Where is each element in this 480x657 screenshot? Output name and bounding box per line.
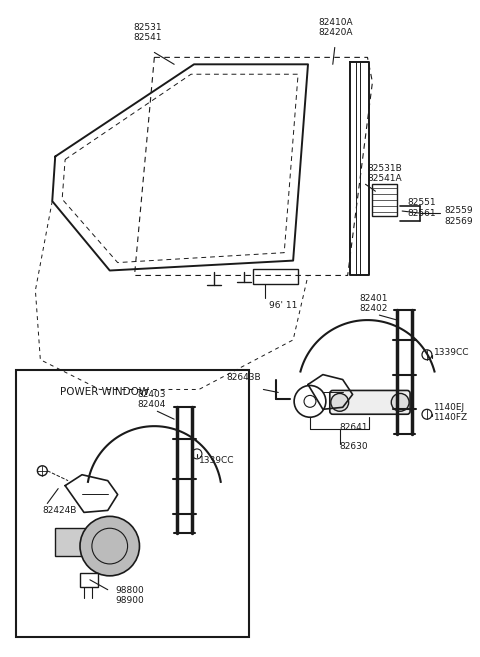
FancyBboxPatch shape: [55, 528, 110, 556]
Text: 82559
82569: 82559 82569: [445, 206, 473, 226]
Text: 82401
82402: 82401 82402: [360, 294, 388, 313]
FancyBboxPatch shape: [253, 269, 298, 284]
Text: 1339CC: 1339CC: [434, 348, 469, 357]
Text: 1140EJ
1140FZ: 1140EJ 1140FZ: [434, 403, 468, 422]
Text: 1339CC: 1339CC: [199, 457, 234, 465]
FancyBboxPatch shape: [80, 573, 98, 587]
FancyBboxPatch shape: [372, 184, 397, 216]
Text: 98800
98900: 98800 98900: [115, 586, 144, 605]
FancyBboxPatch shape: [330, 390, 410, 415]
Text: 82531B
82541A: 82531B 82541A: [368, 164, 402, 183]
Text: 82630: 82630: [340, 442, 368, 451]
Text: 82641: 82641: [340, 422, 368, 432]
Text: 82410A
82420A: 82410A 82420A: [318, 18, 353, 37]
Text: 82643B: 82643B: [227, 373, 262, 382]
Circle shape: [331, 394, 348, 411]
Text: 82424B: 82424B: [42, 506, 77, 515]
Text: 96' 11: 96' 11: [269, 301, 298, 309]
Circle shape: [80, 516, 140, 576]
FancyBboxPatch shape: [15, 370, 249, 637]
Text: 82403
82404: 82403 82404: [137, 390, 166, 409]
Circle shape: [391, 394, 409, 411]
Text: 82531
82541: 82531 82541: [133, 23, 162, 42]
Text: 82551
82561: 82551 82561: [407, 198, 436, 217]
Text: POWER WINDOW: POWER WINDOW: [60, 388, 149, 397]
